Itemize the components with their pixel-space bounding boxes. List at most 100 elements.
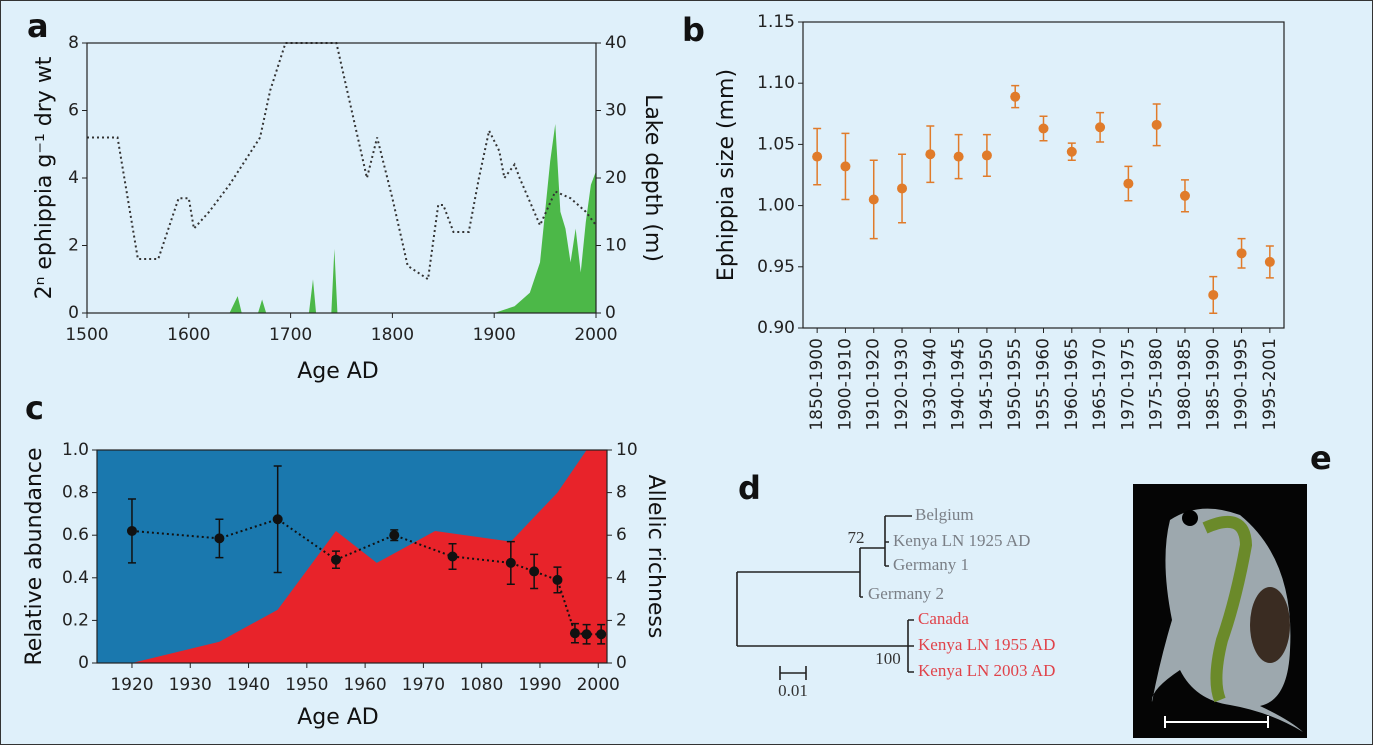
- daphnia-egg: [1250, 587, 1290, 663]
- point: [596, 629, 607, 640]
- series-group: [126, 450, 607, 663]
- leaf-label: Kenya LN 1955 AD: [918, 635, 1055, 654]
- bootstrap-label: 100: [875, 649, 901, 668]
- x-tick-label: 1910-1920: [864, 338, 884, 431]
- point: [272, 514, 283, 525]
- x-tick-label: 1700: [269, 325, 312, 345]
- panel-letter: c: [25, 389, 44, 427]
- y2-tick-label: 10: [616, 440, 638, 460]
- point: [447, 551, 458, 562]
- x-tick-label: 1980-1985: [1175, 338, 1195, 431]
- point: [1236, 248, 1247, 259]
- point: [1264, 256, 1275, 267]
- area: [229, 124, 596, 313]
- x-tick-label: 1970-1975: [1118, 338, 1138, 431]
- point: [981, 150, 992, 161]
- daphnia-eye: [1182, 510, 1198, 526]
- y-tick-label: 0.2: [62, 610, 89, 630]
- point: [330, 554, 341, 565]
- point: [1010, 91, 1021, 102]
- y-tick-label: 1.0: [62, 440, 89, 460]
- x-tick-label: 1940-1945: [949, 338, 969, 431]
- x-tick-label: 1800: [371, 325, 414, 345]
- x-tick-label: 1500: [65, 325, 108, 345]
- y-tick-label: 0: [78, 653, 89, 673]
- x-tick-label: 2000: [574, 325, 617, 345]
- y2-tick-label: 4: [616, 568, 627, 588]
- x-tick-label: 1600: [167, 325, 210, 345]
- x-tick-label: 1955-1960: [1034, 338, 1054, 431]
- y-tick-label: 1.05: [757, 134, 795, 154]
- point: [953, 151, 964, 162]
- x-tick-label: 1900: [473, 325, 516, 345]
- y-tick-label: 1.10: [757, 73, 795, 93]
- tree-panel: [736, 515, 914, 680]
- y2-tick-label: 10: [605, 236, 627, 256]
- point: [1151, 119, 1162, 130]
- point: [505, 557, 516, 568]
- y2-tick-label: 40: [605, 33, 627, 53]
- y-axis-label: Relative abundance: [22, 447, 47, 665]
- series-group: [812, 84, 1275, 315]
- x-tick-label: 2000: [577, 675, 620, 695]
- y2-tick-label: 30: [605, 101, 627, 121]
- y2-tick-label: 2: [616, 610, 627, 630]
- daphnia-gut: [1202, 515, 1253, 703]
- point: [1123, 178, 1134, 189]
- x-tick-label: 1930: [169, 675, 212, 695]
- y-tick-label: 8: [68, 33, 79, 53]
- point: [214, 533, 225, 544]
- y-tick-label: 1.00: [757, 196, 795, 216]
- x-tick-label: 1920: [110, 675, 153, 695]
- y2-tick-label: 6: [616, 525, 627, 545]
- y-tick-label: 0.95: [757, 257, 795, 277]
- y-axis-label: Ephippia size (mm): [714, 69, 739, 281]
- x-tick-label: 1900-1910: [835, 338, 855, 431]
- point: [581, 629, 592, 640]
- x-tick-label: 1965-1970: [1090, 338, 1110, 431]
- point: [840, 161, 851, 172]
- y2-tick-label: 0: [616, 653, 627, 673]
- leaf-label: Kenya LN 1925 AD: [893, 531, 1030, 550]
- point: [925, 149, 936, 160]
- y-tick-label: 2: [68, 236, 79, 256]
- point: [1066, 146, 1077, 157]
- point: [812, 151, 823, 162]
- x-tick-label: 1995-2001: [1260, 338, 1280, 431]
- plot-frame: [96, 449, 608, 664]
- panel-letter: a: [27, 7, 49, 45]
- y-tick-label: 0.90: [757, 318, 795, 338]
- point: [389, 530, 400, 541]
- x-tick-label: 1920-1930: [892, 338, 912, 431]
- bootstrap-label: 72: [848, 528, 865, 547]
- panel-letter: b: [682, 11, 705, 49]
- y-tick-label: 0.4: [62, 568, 89, 588]
- point: [1179, 190, 1190, 201]
- y-tick-label: 6: [68, 101, 79, 121]
- point: [126, 525, 137, 536]
- y-tick-label: 0.8: [62, 483, 89, 503]
- x-tick-label: 1960: [343, 675, 386, 695]
- point: [868, 194, 879, 205]
- point: [1038, 123, 1049, 134]
- leaf-label: Canada: [918, 609, 969, 628]
- x-tick-label: 1985-1990: [1203, 338, 1223, 431]
- series-group: [87, 42, 597, 313]
- x-tick-label: 1970: [402, 675, 445, 695]
- x-tick-label: 1080: [460, 675, 503, 695]
- x-tick-label: 1990-1995: [1232, 338, 1252, 431]
- x-axis-label: Age AD: [297, 705, 379, 730]
- point: [569, 628, 580, 639]
- y2-axis-label: Allelic richness: [643, 475, 668, 639]
- x-tick-label: 1950-1955: [1005, 338, 1025, 431]
- scale-label: 0.01: [778, 681, 808, 700]
- y-tick-label: 0.6: [62, 525, 89, 545]
- x-tick-label: 1950: [285, 675, 328, 695]
- panel-letter: d: [738, 469, 761, 507]
- y2-axis-label: Lake depth (m): [640, 94, 665, 262]
- tree-branches: [736, 515, 914, 680]
- y-tick-label: 0: [68, 303, 79, 323]
